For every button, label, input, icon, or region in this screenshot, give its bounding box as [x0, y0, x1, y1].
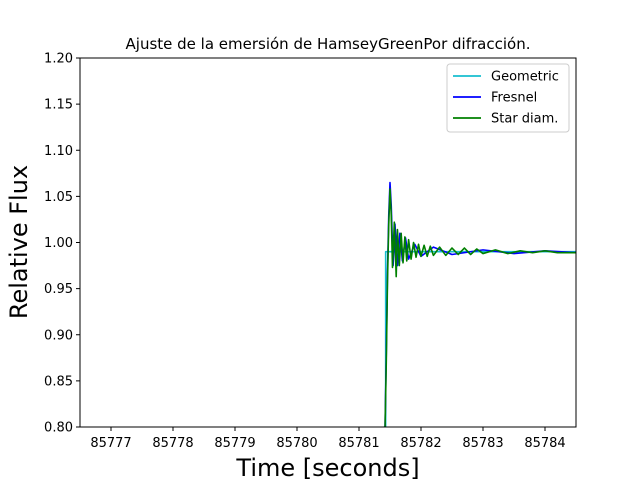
chart-title: Ajuste de la emersión de HamseyGreenPor … [126, 35, 531, 53]
legend: Geometric Fresnel Star diam. [446, 63, 570, 133]
legend-item-geometric-label: Geometric [491, 70, 559, 85]
x-tick-label: 85781 [338, 436, 379, 451]
geometric-series-line [383, 250, 576, 427]
legend-box [446, 63, 570, 133]
y-axis: 0.80 0.85 0.90 0.95 1.00 1.05 1.10 1.15 1.20 [44, 52, 80, 436]
y-tick-label: 1.20 [44, 52, 73, 67]
legend-item-fresnel-label: Fresnel [491, 91, 537, 106]
y-tick-label: 1.05 [44, 190, 73, 205]
y-tick-label: 0.85 [44, 374, 73, 389]
y-tick-label: 1.00 [44, 236, 73, 251]
x-tick-label: 85778 [152, 436, 193, 451]
x-tick-label: 85779 [214, 436, 255, 451]
y-tick-label: 0.90 [44, 328, 73, 343]
x-tick-label: 85783 [462, 436, 503, 451]
x-tick-label: 85782 [400, 436, 441, 451]
fresnel-series-line [384, 181, 576, 427]
x-tick-label: 85780 [276, 436, 317, 451]
x-axis: 85777 85778 85779 85780 85781 85782 85783 85784 [90, 427, 566, 451]
y-tick-label: 1.10 [44, 144, 73, 159]
y-axis-title: Relative Flux [5, 165, 33, 319]
y-tick-label: 0.95 [44, 282, 73, 297]
x-tick-label: 85777 [90, 436, 131, 451]
y-tick-label: 0.80 [44, 421, 73, 436]
x-tick-label: 85784 [524, 436, 565, 451]
series-layer [383, 181, 576, 427]
legend-item-star-diam-label: Star diam. [491, 112, 558, 127]
star-diam-series-line [384, 188, 576, 427]
y-tick-label: 1.15 [44, 98, 73, 113]
x-axis-title: Time [seconds] [235, 454, 419, 480]
